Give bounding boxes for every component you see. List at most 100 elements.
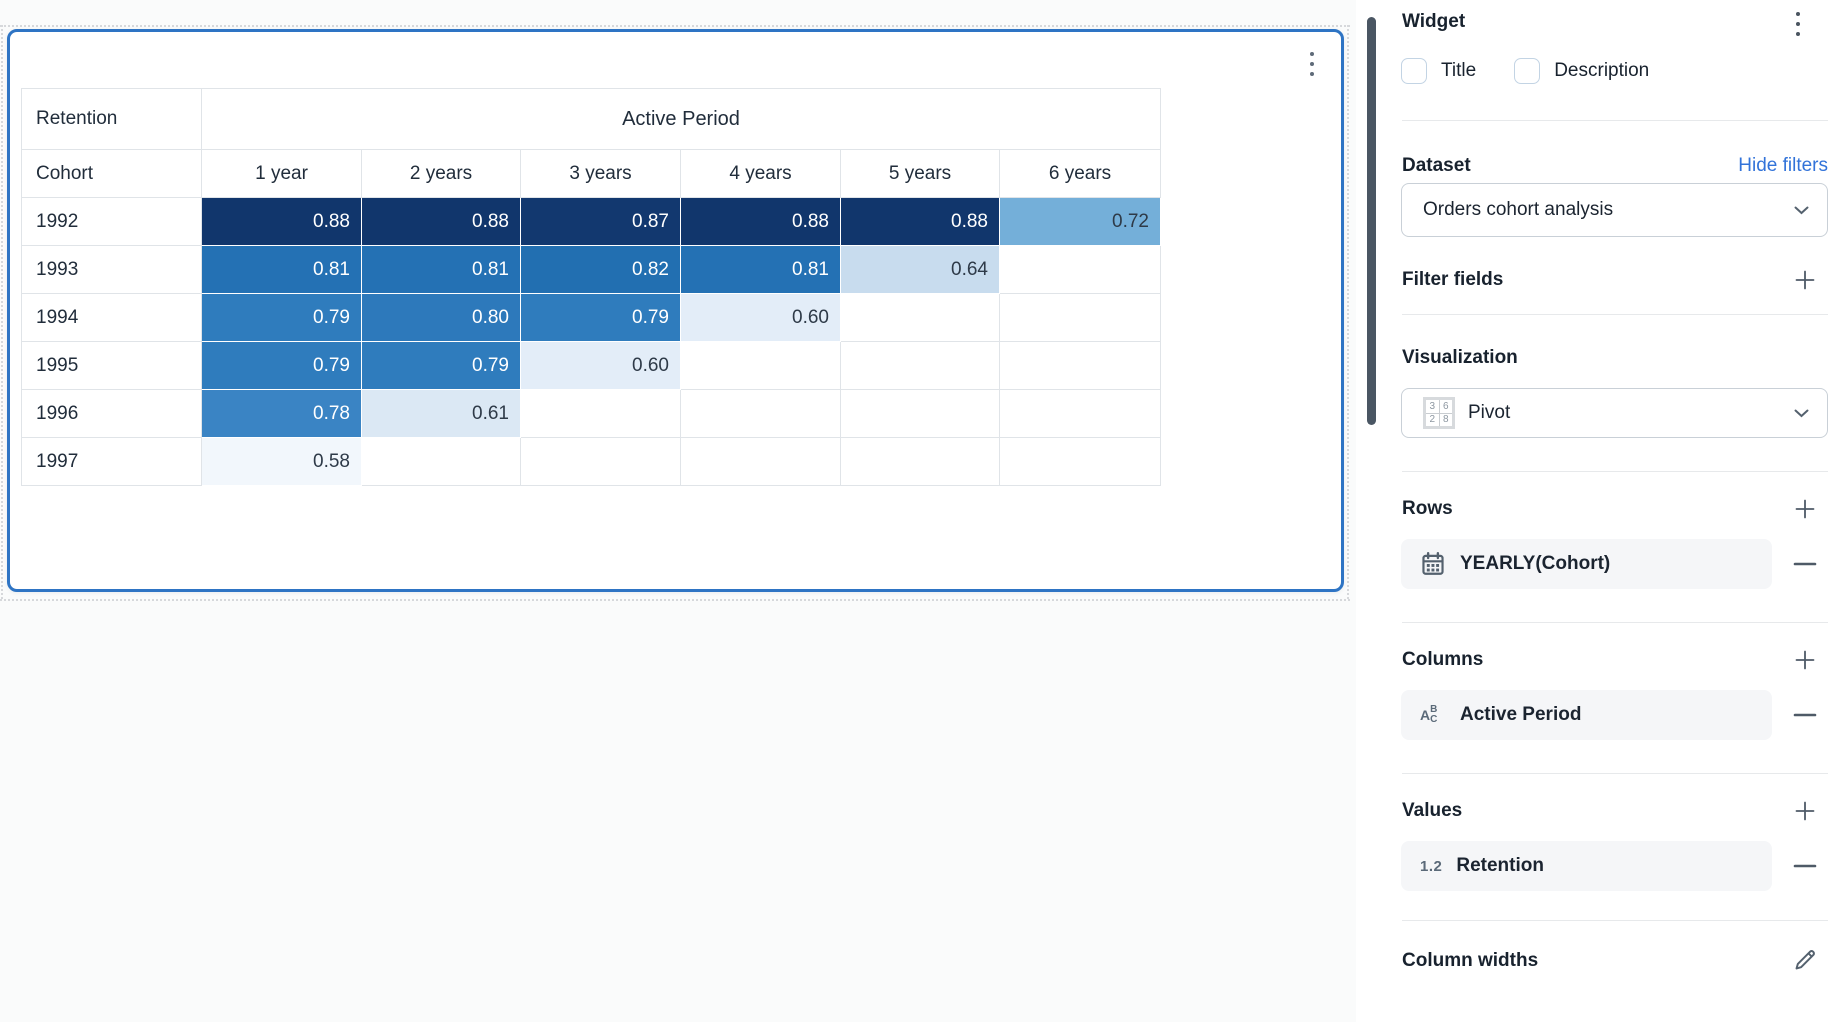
pivot-value-cell: 0.81 [361,245,521,294]
title-checkbox[interactable] [1401,58,1427,84]
column-widths-heading: Column widths [1402,950,1539,971]
pivot-column-group-header: Active Period [201,88,1161,150]
divider [1402,920,1828,921]
minus-icon [1793,562,1817,566]
pivot-row-label: 1993 [21,245,202,294]
divider [1402,314,1828,315]
widget-menu-kebab-icon[interactable] [1310,52,1314,76]
chevron-down-icon [1794,409,1809,417]
pivot-value-cell: 0.78 [201,389,362,438]
pivot-value-cell: 0.72 [999,197,1161,246]
divider [1402,622,1828,623]
add-filter-field-button[interactable] [1792,267,1818,293]
visualization-select[interactable]: 3 6 2 8 Pivot [1401,388,1828,438]
plus-icon [1795,270,1815,290]
edit-column-widths-button[interactable] [1792,947,1818,973]
pivot-row-label: 1994 [21,293,202,342]
description-checkbox[interactable] [1514,58,1541,84]
visualization-selected-value: Pivot [1468,402,1511,423]
pivot-value-cell: 0.61 [361,389,521,438]
divider [1402,471,1828,472]
add-row-button[interactable] [1792,496,1818,522]
sidebar-menu-kebab-icon[interactable] [1796,12,1800,36]
pivot-data-row: 1995 0.79 0.79 0.60 [21,341,1161,390]
pivot-value-cell: 0.88 [201,197,362,246]
rows-heading: Rows [1402,498,1453,519]
pivot-value-cell: 0.60 [520,341,681,390]
title-checkbox-label: Title [1441,60,1477,81]
pivot-value-cell [840,389,1000,438]
pivot-row-dimension-header: Cohort [21,149,202,198]
pivot-value-cell: 0.82 [520,245,681,294]
pivot-value-cell [680,437,841,486]
values-field-label: Retention [1456,855,1544,876]
pivot-value-cell [840,341,1000,390]
pivot-table: Retention Active Period Cohort 1 year 2 year… [21,88,1161,486]
divider [1402,773,1828,774]
selected-widget-card[interactable]: Retention Active Period Cohort 1 year 2 year… [7,29,1344,592]
pivot-value-cell: 0.64 [840,245,1000,294]
chevron-down-icon [1794,206,1809,214]
pivot-value-cell: 0.87 [520,197,681,246]
pivot-data-row: 1992 0.88 0.88 0.87 0.88 0.88 0.72 [21,197,1161,246]
pivot-data-row: 1997 0.58 [21,437,1161,486]
values-heading: Values [1402,800,1463,821]
pivot-value-cell [999,389,1161,438]
pivot-value-cell [999,293,1161,342]
minus-icon [1793,713,1817,717]
plus-icon [1795,801,1815,821]
pencil-icon [1795,950,1815,970]
pivot-value-cell [680,389,841,438]
pivot-row-label: 1997 [21,437,202,486]
add-column-button[interactable] [1792,647,1818,673]
pivot-value-cell [999,245,1161,294]
pivot-value-cell: 0.58 [201,437,362,486]
divider [1402,120,1828,121]
pivot-corner-cell: Retention [21,88,202,150]
hide-filters-link[interactable]: Hide filters [1738,155,1828,176]
pivot-value-cell [840,293,1000,342]
pivot-column-header: 3 years [520,149,681,198]
number-field-icon: 1.2 [1420,857,1443,875]
calendar-icon [1420,551,1446,577]
plus-icon [1795,650,1815,670]
remove-column-field-button[interactable] [1792,702,1818,728]
remove-row-field-button[interactable] [1792,551,1818,577]
dataset-heading: Dataset [1402,155,1471,176]
pivot-value-cell [999,437,1161,486]
columns-heading: Columns [1402,649,1484,670]
pivot-row-label: 1996 [21,389,202,438]
pivot-value-cell: 0.79 [361,341,521,390]
pivot-value-cell: 0.60 [680,293,841,342]
pivot-column-header: 5 years [840,149,1000,198]
pivot-value-cell: 0.79 [520,293,681,342]
plus-icon [1795,499,1815,519]
pivot-value-cell: 0.79 [201,293,362,342]
grid-dotted-line-bottom [0,599,1350,601]
pivot-data-row: 1996 0.78 0.61 [21,389,1161,438]
minus-icon [1793,864,1817,868]
pivot-value-cell: 0.88 [361,197,521,246]
pivot-value-cell [999,341,1161,390]
pivot-value-cell [840,437,1000,486]
pivot-value-cell [520,389,681,438]
pivot-value-cell: 0.80 [361,293,521,342]
pivot-value-cell: 0.81 [680,245,841,294]
rows-field-yearly-cohort[interactable]: YEARLY(Cohort) [1401,539,1772,589]
pivot-value-cell [361,437,521,486]
pivot-column-header: 2 years [361,149,521,198]
remove-value-field-button[interactable] [1792,853,1818,879]
values-field-retention[interactable]: 1.2 Retention [1401,841,1772,891]
add-value-button[interactable] [1792,798,1818,824]
rows-field-label: YEARLY(Cohort) [1460,553,1611,574]
pivot-value-cell [520,437,681,486]
dataset-selected-value: Orders cohort analysis [1423,199,1614,220]
pivot-column-header: 1 year [201,149,362,198]
grid-dotted-line-left [1,25,3,599]
dashboard-canvas: Retention Active Period Cohort 1 year 2 year… [0,25,1350,601]
sidebar-scrollbar[interactable] [1367,17,1376,425]
visualization-heading: Visualization [1402,347,1518,368]
dataset-select[interactable]: Orders cohort analysis [1401,183,1828,237]
